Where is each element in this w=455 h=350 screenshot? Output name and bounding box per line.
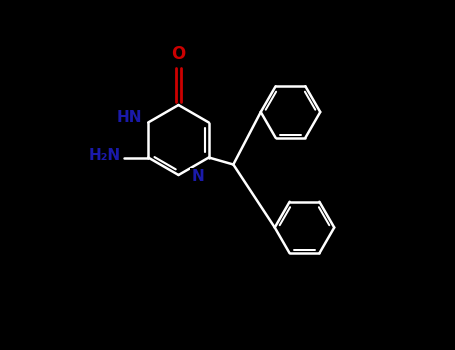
Text: O: O [172,45,186,63]
Text: H₂N: H₂N [88,148,121,163]
Text: HN: HN [116,110,142,125]
Text: N: N [192,169,204,184]
